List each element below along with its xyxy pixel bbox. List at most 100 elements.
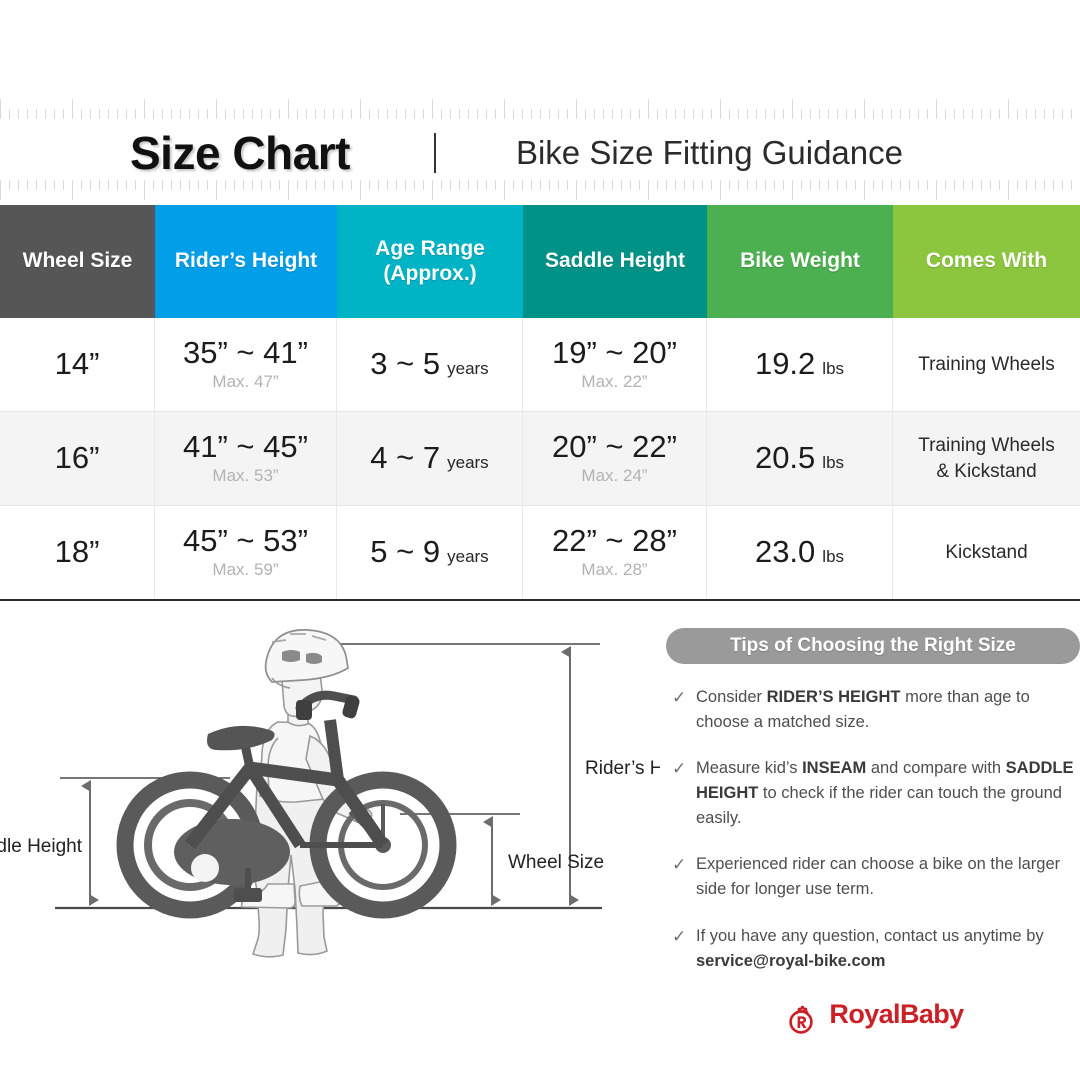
ruler-tick <box>180 180 181 190</box>
ruler-tick <box>909 109 910 119</box>
ruler-tick <box>1017 180 1018 190</box>
ruler-tick <box>990 109 991 119</box>
ruler-tick <box>576 180 577 200</box>
ruler-tick <box>558 180 559 190</box>
unit-years: years <box>447 359 489 379</box>
value-riders-height: 35” ~ 41” <box>183 334 308 370</box>
ruler-tick <box>648 99 649 119</box>
ruler-tick <box>648 180 649 200</box>
ruler-tick <box>45 180 46 190</box>
page-subtitle: Bike Size Fitting Guidance <box>515 134 903 171</box>
ruler-tick <box>0 99 1 119</box>
unit-years: years <box>447 453 489 473</box>
ruler-tick <box>288 180 289 200</box>
ruler-tick <box>306 180 307 190</box>
ruler-tick <box>558 109 559 119</box>
ruler-tick <box>594 109 595 119</box>
ruler-tick <box>342 109 343 119</box>
ruler-tick <box>783 109 784 119</box>
ruler-tick <box>594 180 595 190</box>
ruler-tick <box>63 180 64 190</box>
value-riders-height-max: Max. 47” <box>212 372 279 392</box>
ruler-tick <box>207 180 208 190</box>
cell-wheel-size: 18” <box>0 506 155 599</box>
ruler-tick <box>549 180 550 190</box>
ruler-tick <box>513 180 514 190</box>
cell-age-range: 5 ~ 9 years <box>337 506 523 599</box>
check-icon: ✓ <box>672 855 687 875</box>
value-riders-height: 41” ~ 45” <box>183 428 308 464</box>
ruler-tick <box>864 99 865 119</box>
ruler-tick <box>63 109 64 119</box>
ruler-tick <box>540 180 541 190</box>
ruler-tick <box>972 180 973 190</box>
ruler-tick <box>144 180 145 200</box>
header-block: Size Chart Bike Size Fitting Guidance <box>0 0 1080 205</box>
ruler-tick <box>414 180 415 190</box>
support-email[interactable]: service@royal-bike.com <box>696 951 886 970</box>
tip-text-3: Experienced rider can choose a bike on t… <box>696 855 1061 899</box>
tip-text-1: Consider RIDER’S HEIGHT more than age to… <box>696 688 1030 732</box>
ruler-tick <box>855 109 856 119</box>
ruler-tick <box>1044 180 1045 190</box>
cell-riders-height: 45” ~ 53” Max. 59” <box>155 506 337 599</box>
ruler-tick <box>477 109 478 119</box>
column-header-wheel-size: Wheel Size <box>0 205 155 318</box>
ruler-tick <box>297 180 298 190</box>
ruler-tick <box>882 109 883 119</box>
value-comes-with: Training Wheels <box>918 353 1055 375</box>
ruler-tick <box>99 180 100 190</box>
ruler-tick <box>216 180 217 200</box>
ruler-tick <box>963 109 964 119</box>
ruler-tick <box>234 180 235 190</box>
ruler-tick <box>315 109 316 119</box>
ruler-tick <box>1071 109 1072 119</box>
tips-panel: Tips of Choosing the Right Size ✓ Consid… <box>666 628 1080 1034</box>
ruler-tick <box>999 180 1000 190</box>
value-age-range: 4 ~ 7 <box>370 440 441 476</box>
ruler-tick <box>729 180 730 190</box>
ruler-tick <box>612 180 613 190</box>
ruler-tick <box>828 180 829 190</box>
ruler-tick <box>1071 180 1072 190</box>
ruler-tick <box>9 180 10 190</box>
helmet-icon <box>264 629 349 689</box>
ruler-tick <box>162 180 163 190</box>
ruler-tick <box>792 180 793 200</box>
ruler-tick <box>495 180 496 190</box>
ruler-tick <box>180 109 181 119</box>
tip-item: ✓ If you have any question, contact us a… <box>666 924 1080 974</box>
value-riders-height-max: Max. 59” <box>212 560 279 580</box>
ruler-tick <box>207 109 208 119</box>
value-wheel-size: 16” <box>54 440 100 476</box>
ruler-tick <box>864 180 865 200</box>
value-age-range: 3 ~ 5 <box>370 346 441 382</box>
ruler-tick <box>351 180 352 190</box>
bicycle-illustration <box>116 690 457 919</box>
ruler-tick <box>585 109 586 119</box>
check-icon: ✓ <box>672 759 687 779</box>
cell-wheel-size: 14” <box>0 318 155 411</box>
value-saddle-height-max: Max. 28” <box>581 560 648 580</box>
ruler-tick <box>252 180 253 190</box>
ruler-tick <box>567 109 568 119</box>
cell-comes-with: Training Wheels <box>893 318 1080 411</box>
check-icon: ✓ <box>672 926 687 946</box>
ruler-tick <box>405 109 406 119</box>
ruler-tick <box>693 109 694 119</box>
ruler-tick <box>9 109 10 119</box>
ruler-tick <box>1008 99 1009 119</box>
ruler-tick <box>1026 109 1027 119</box>
ruler-tick <box>756 180 757 190</box>
value-saddle-height: 22” ~ 28” <box>552 522 677 558</box>
value-comes-with: Training Wheels & Kickstand <box>918 434 1055 482</box>
ruler-tick <box>198 109 199 119</box>
ruler-tick <box>720 180 721 200</box>
cell-saddle-height: 20” ~ 22” Max. 24” <box>523 412 707 505</box>
tip-item: ✓ Experienced rider can choose a bike on… <box>666 852 1080 902</box>
ruler-tick <box>261 109 262 119</box>
title-divider <box>433 133 436 173</box>
value-saddle-height: 20” ~ 22” <box>552 428 677 464</box>
ruler-tick <box>801 180 802 190</box>
age-range-line2: (Approx.) <box>383 261 477 285</box>
